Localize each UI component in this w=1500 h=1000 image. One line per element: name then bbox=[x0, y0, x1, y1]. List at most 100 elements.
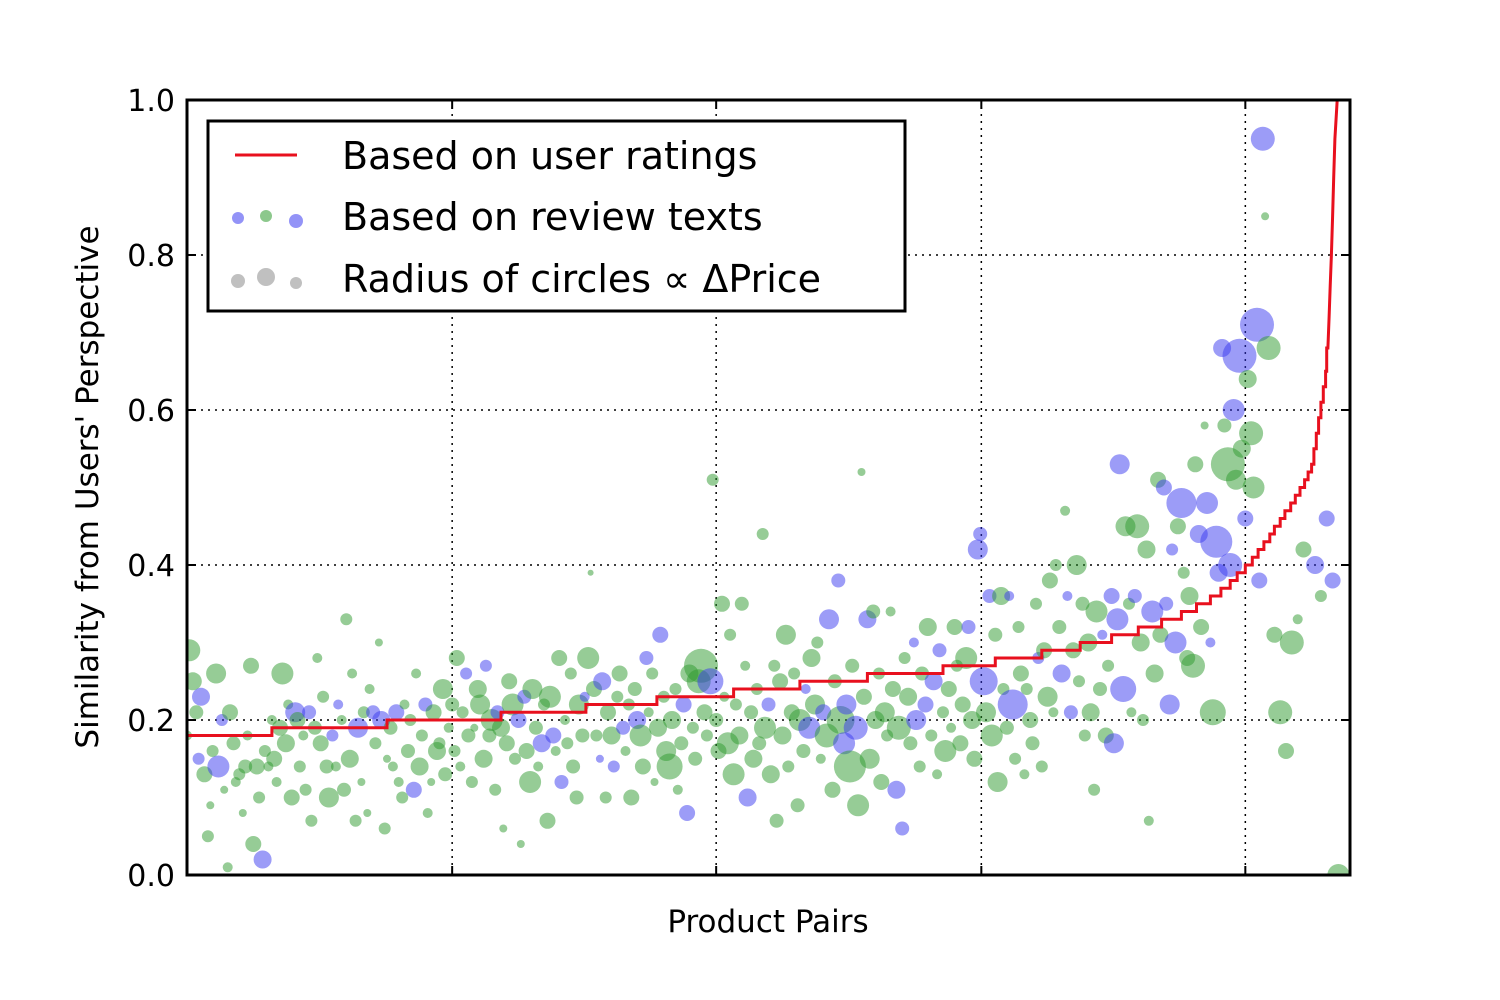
review-text-point bbox=[312, 653, 323, 663]
review-text-point bbox=[932, 643, 947, 658]
review-text-point bbox=[1217, 418, 1232, 433]
review-text-point bbox=[802, 649, 821, 667]
review-text-point bbox=[554, 775, 569, 789]
review-text-point bbox=[866, 604, 881, 619]
review-text-point bbox=[1020, 683, 1033, 695]
review-text-point bbox=[1193, 619, 1210, 635]
review-text-point bbox=[564, 667, 577, 680]
review-text-point bbox=[538, 685, 561, 708]
review-text-point bbox=[533, 761, 544, 772]
review-text-point bbox=[607, 760, 620, 773]
review-text-point bbox=[192, 687, 210, 706]
review-text-point bbox=[934, 740, 957, 762]
review-text-point bbox=[599, 791, 612, 804]
review-text-point bbox=[1251, 572, 1268, 589]
review-text-point bbox=[1093, 682, 1107, 696]
review-text-point bbox=[1009, 752, 1022, 765]
review-text-point bbox=[761, 765, 780, 784]
review-text-point bbox=[489, 783, 502, 796]
review-text-point bbox=[1292, 614, 1303, 625]
review-text-point bbox=[672, 784, 683, 795]
review-text-point bbox=[283, 789, 300, 806]
review-text-point bbox=[1127, 589, 1142, 603]
review-text-point bbox=[207, 755, 230, 778]
review-text-point bbox=[243, 657, 259, 674]
review-text-point bbox=[782, 760, 795, 773]
review-text-point bbox=[1324, 572, 1341, 589]
review-text-point bbox=[357, 778, 366, 786]
review-text-point bbox=[1314, 590, 1327, 602]
review-text-point bbox=[445, 697, 460, 712]
review-text-point bbox=[443, 722, 454, 733]
review-text-point bbox=[566, 759, 581, 774]
review-text-point bbox=[1159, 694, 1180, 715]
review-text-point bbox=[946, 619, 963, 635]
review-text-point bbox=[811, 636, 824, 649]
legend-swatch-blue-2 bbox=[289, 214, 303, 228]
review-text-point bbox=[885, 606, 896, 617]
review-text-point bbox=[1075, 596, 1090, 611]
review-text-point bbox=[1180, 587, 1199, 605]
review-text-point bbox=[479, 659, 492, 672]
user-ratings-line-layer bbox=[187, 100, 1339, 737]
review-text-point bbox=[775, 624, 796, 645]
review-text-point bbox=[669, 683, 682, 695]
review-text-point bbox=[298, 730, 309, 741]
review-text-point bbox=[643, 707, 654, 718]
review-text-point bbox=[1106, 608, 1129, 631]
review-text-point bbox=[518, 743, 535, 759]
review-text-point bbox=[706, 473, 719, 486]
review-text-point bbox=[1085, 600, 1108, 623]
review-text-point bbox=[347, 668, 358, 679]
review-text-point bbox=[955, 647, 978, 669]
review-text-point bbox=[1268, 700, 1293, 725]
review-text-point bbox=[992, 587, 1011, 605]
review-text-point bbox=[1164, 631, 1187, 654]
review-text-point bbox=[611, 690, 624, 703]
review-text-point bbox=[675, 696, 692, 713]
review-text-point bbox=[575, 728, 590, 743]
review-text-point bbox=[740, 660, 751, 671]
review-text-point bbox=[1012, 665, 1029, 682]
review-text-point bbox=[925, 729, 938, 742]
review-text-point bbox=[1052, 664, 1071, 683]
review-text-point bbox=[796, 744, 811, 758]
review-text-point bbox=[340, 613, 353, 626]
review-text-point bbox=[1177, 566, 1190, 579]
legend-swatch-green bbox=[260, 210, 272, 222]
review-text-point bbox=[378, 822, 391, 835]
review-text-point bbox=[374, 638, 383, 647]
review-text-point bbox=[898, 652, 911, 664]
review-text-point bbox=[663, 711, 681, 729]
review-text-point bbox=[427, 778, 436, 786]
review-text-point bbox=[1110, 676, 1137, 702]
review-text-point bbox=[1025, 736, 1040, 751]
review-text-point bbox=[924, 672, 943, 691]
y-tick-label-1: 0.2 bbox=[127, 704, 175, 739]
review-text-point bbox=[590, 729, 603, 742]
review-text-point bbox=[460, 667, 473, 680]
review-text-point bbox=[522, 679, 543, 699]
legend-box bbox=[206, 119, 907, 313]
review-text-point bbox=[634, 758, 651, 775]
review-text-point bbox=[560, 715, 570, 725]
review-text-point bbox=[1200, 421, 1209, 430]
review-text-point bbox=[1088, 783, 1101, 796]
review-text-point bbox=[954, 696, 971, 713]
review-text-point bbox=[410, 757, 429, 776]
y-ticks: 0.0 0.2 0.4 0.6 0.8 1.0 bbox=[127, 84, 1350, 894]
review-text-point bbox=[999, 720, 1014, 735]
review-text-point bbox=[1279, 630, 1304, 655]
review-text-point bbox=[1318, 510, 1335, 527]
review-text-point bbox=[973, 527, 988, 541]
review-text-point bbox=[1261, 212, 1270, 221]
review-text-point bbox=[528, 720, 543, 735]
review-text-point bbox=[253, 791, 266, 804]
review-text-point bbox=[545, 727, 562, 744]
legend-points-label: Based on review texts bbox=[342, 195, 763, 239]
review-text-point bbox=[1060, 505, 1071, 516]
review-text-point bbox=[623, 789, 640, 806]
review-text-point bbox=[1137, 540, 1156, 559]
review-text-point bbox=[600, 704, 616, 721]
review-text-point bbox=[886, 715, 911, 740]
